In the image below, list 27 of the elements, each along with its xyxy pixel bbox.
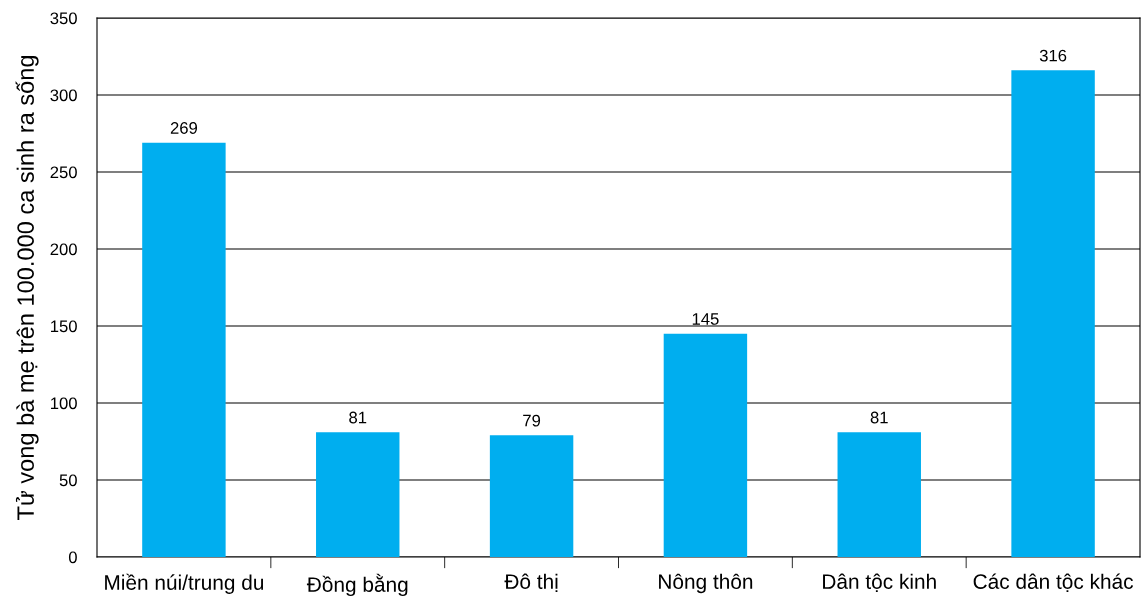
bar xyxy=(1011,70,1095,557)
bar xyxy=(837,432,921,557)
y-tick-label: 250 xyxy=(50,166,77,179)
data-label: 81 xyxy=(870,411,888,424)
bar xyxy=(489,435,574,557)
y-tick-label: 150 xyxy=(51,320,77,333)
y-tick-label: 100 xyxy=(51,397,77,410)
y-tick-label: 200 xyxy=(50,243,77,256)
data-label: 81 xyxy=(349,411,367,424)
data-label: 79 xyxy=(523,414,541,427)
data-label: 269 xyxy=(170,122,198,134)
x-tick-label: Các dân tộc khác xyxy=(973,573,1134,592)
bar xyxy=(316,432,400,557)
x-tick-label: Nông thôn xyxy=(659,573,753,594)
y-tick-label: 50 xyxy=(59,474,77,487)
bar xyxy=(663,333,748,557)
y-tick-label: 350 xyxy=(50,12,77,25)
x-tick-label: Đô thị xyxy=(504,573,558,592)
x-tick-label: Miền núi/trung du xyxy=(105,573,264,594)
y-tick-label: 300 xyxy=(50,89,77,102)
x-tick-label: Đồng bằng xyxy=(306,573,408,597)
data-label: 145 xyxy=(692,313,719,325)
y-axis-title: Tử vong bà mẹ trên 100.000 ca sinh ra sống xyxy=(15,56,39,520)
data-label: 316 xyxy=(1039,49,1067,62)
bar xyxy=(142,142,226,557)
y-tick-label: 0 xyxy=(68,551,77,564)
x-tick-label: Dân tộc kinh xyxy=(823,573,936,592)
